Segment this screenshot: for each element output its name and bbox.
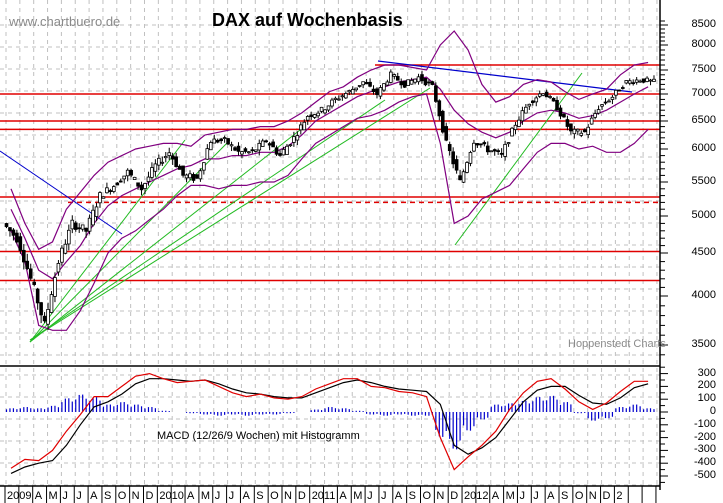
grid <box>0 0 660 486</box>
x-tick-label: A <box>242 490 250 502</box>
watermark: www.chartbuero.de <box>9 14 121 29</box>
x-tick-label: A <box>394 490 403 502</box>
y-tick-label: 4000 <box>691 289 716 301</box>
x-tick-label: D <box>145 490 154 502</box>
x-tick-label: S <box>561 490 569 502</box>
x-tick-label: J <box>214 490 221 502</box>
x-tick-label: S <box>256 490 264 502</box>
x-tick-label: O <box>422 490 432 502</box>
x-tick-label: A <box>34 490 43 502</box>
macd-tick-label: -100 <box>693 417 716 430</box>
x-tick-label: J <box>62 490 68 502</box>
x-tick-label: M <box>48 490 58 502</box>
x-tick-label: O <box>117 490 127 502</box>
y-tick-label: 3500 <box>691 338 716 350</box>
x-tick-label: 2010 <box>159 490 184 502</box>
x-tick-label: N <box>131 490 140 502</box>
macd-tick-label: 300 <box>697 366 716 379</box>
x-tick-label: A <box>491 490 500 502</box>
x-tick-label: 2 <box>616 490 623 502</box>
y-tick-label: 8500 <box>691 18 716 30</box>
macd-tick-label: 100 <box>697 392 716 405</box>
x-tick-label: A <box>90 490 98 502</box>
x-tick-label: O <box>574 490 584 502</box>
x-tick-label: J <box>519 490 525 502</box>
trendlines <box>0 60 633 343</box>
y-tick-label: 7500 <box>691 63 716 75</box>
x-tick-label: 2009 <box>7 490 32 502</box>
x-tick-label: 2012 <box>464 490 489 502</box>
chart-title: DAX auf Wochenbasis <box>212 10 403 30</box>
macd-tick-label: -200 <box>693 430 716 443</box>
macd-label: MACD (12/26/9 Wochen) mit Histogramm <box>157 430 360 442</box>
x-tick-label: J <box>228 490 235 502</box>
x-tick-label: D <box>602 490 611 502</box>
x-tick-label: J <box>76 490 82 502</box>
x-tick-label: D <box>450 490 459 502</box>
y-tick-label: 6000 <box>691 142 716 154</box>
macd-tick-label: 0 <box>709 405 716 417</box>
macd-tick-label: 200 <box>697 379 716 392</box>
y-tick-label: 5000 <box>691 209 716 221</box>
x-tick-label: S <box>408 490 416 502</box>
x-tick-label: S <box>103 490 112 502</box>
y-tick-label: 8000 <box>691 38 716 50</box>
x-tick-label: N <box>436 490 445 502</box>
macd-tick-label: -300 <box>693 443 716 456</box>
source-credit: Hoppenstedt Charts <box>568 338 666 350</box>
x-tick-label: D <box>297 490 306 502</box>
x-tick-label: J <box>367 490 373 502</box>
support-resistance-lines <box>0 64 660 282</box>
x-tick-label: A <box>187 490 195 502</box>
candlesticks <box>4 69 656 330</box>
x-tick-label: A <box>547 490 555 502</box>
macd-panel-plot <box>0 365 660 474</box>
macd-tick-label: -400 <box>693 456 716 469</box>
axes <box>0 0 668 503</box>
x-tick-label: A <box>339 490 347 502</box>
y-tick-label: 6500 <box>691 114 716 126</box>
y-tick-label: 5500 <box>691 175 716 187</box>
x-tick-label: 2011 <box>311 490 336 502</box>
y-tick-label: 7000 <box>691 87 716 99</box>
x-tick-label: M <box>200 490 211 502</box>
x-tick-label: M <box>353 490 363 502</box>
x-tick-label: O <box>270 490 279 502</box>
macd-tick-label: -500 <box>693 469 716 481</box>
x-tick-label: N <box>588 490 597 502</box>
y-tick-label: 4500 <box>691 246 716 258</box>
x-tick-label: J <box>380 490 387 502</box>
x-tick-label: N <box>284 490 292 502</box>
x-tick-label: M <box>505 490 515 502</box>
bollinger-bands <box>10 30 649 331</box>
x-tick-label: J <box>533 490 539 502</box>
